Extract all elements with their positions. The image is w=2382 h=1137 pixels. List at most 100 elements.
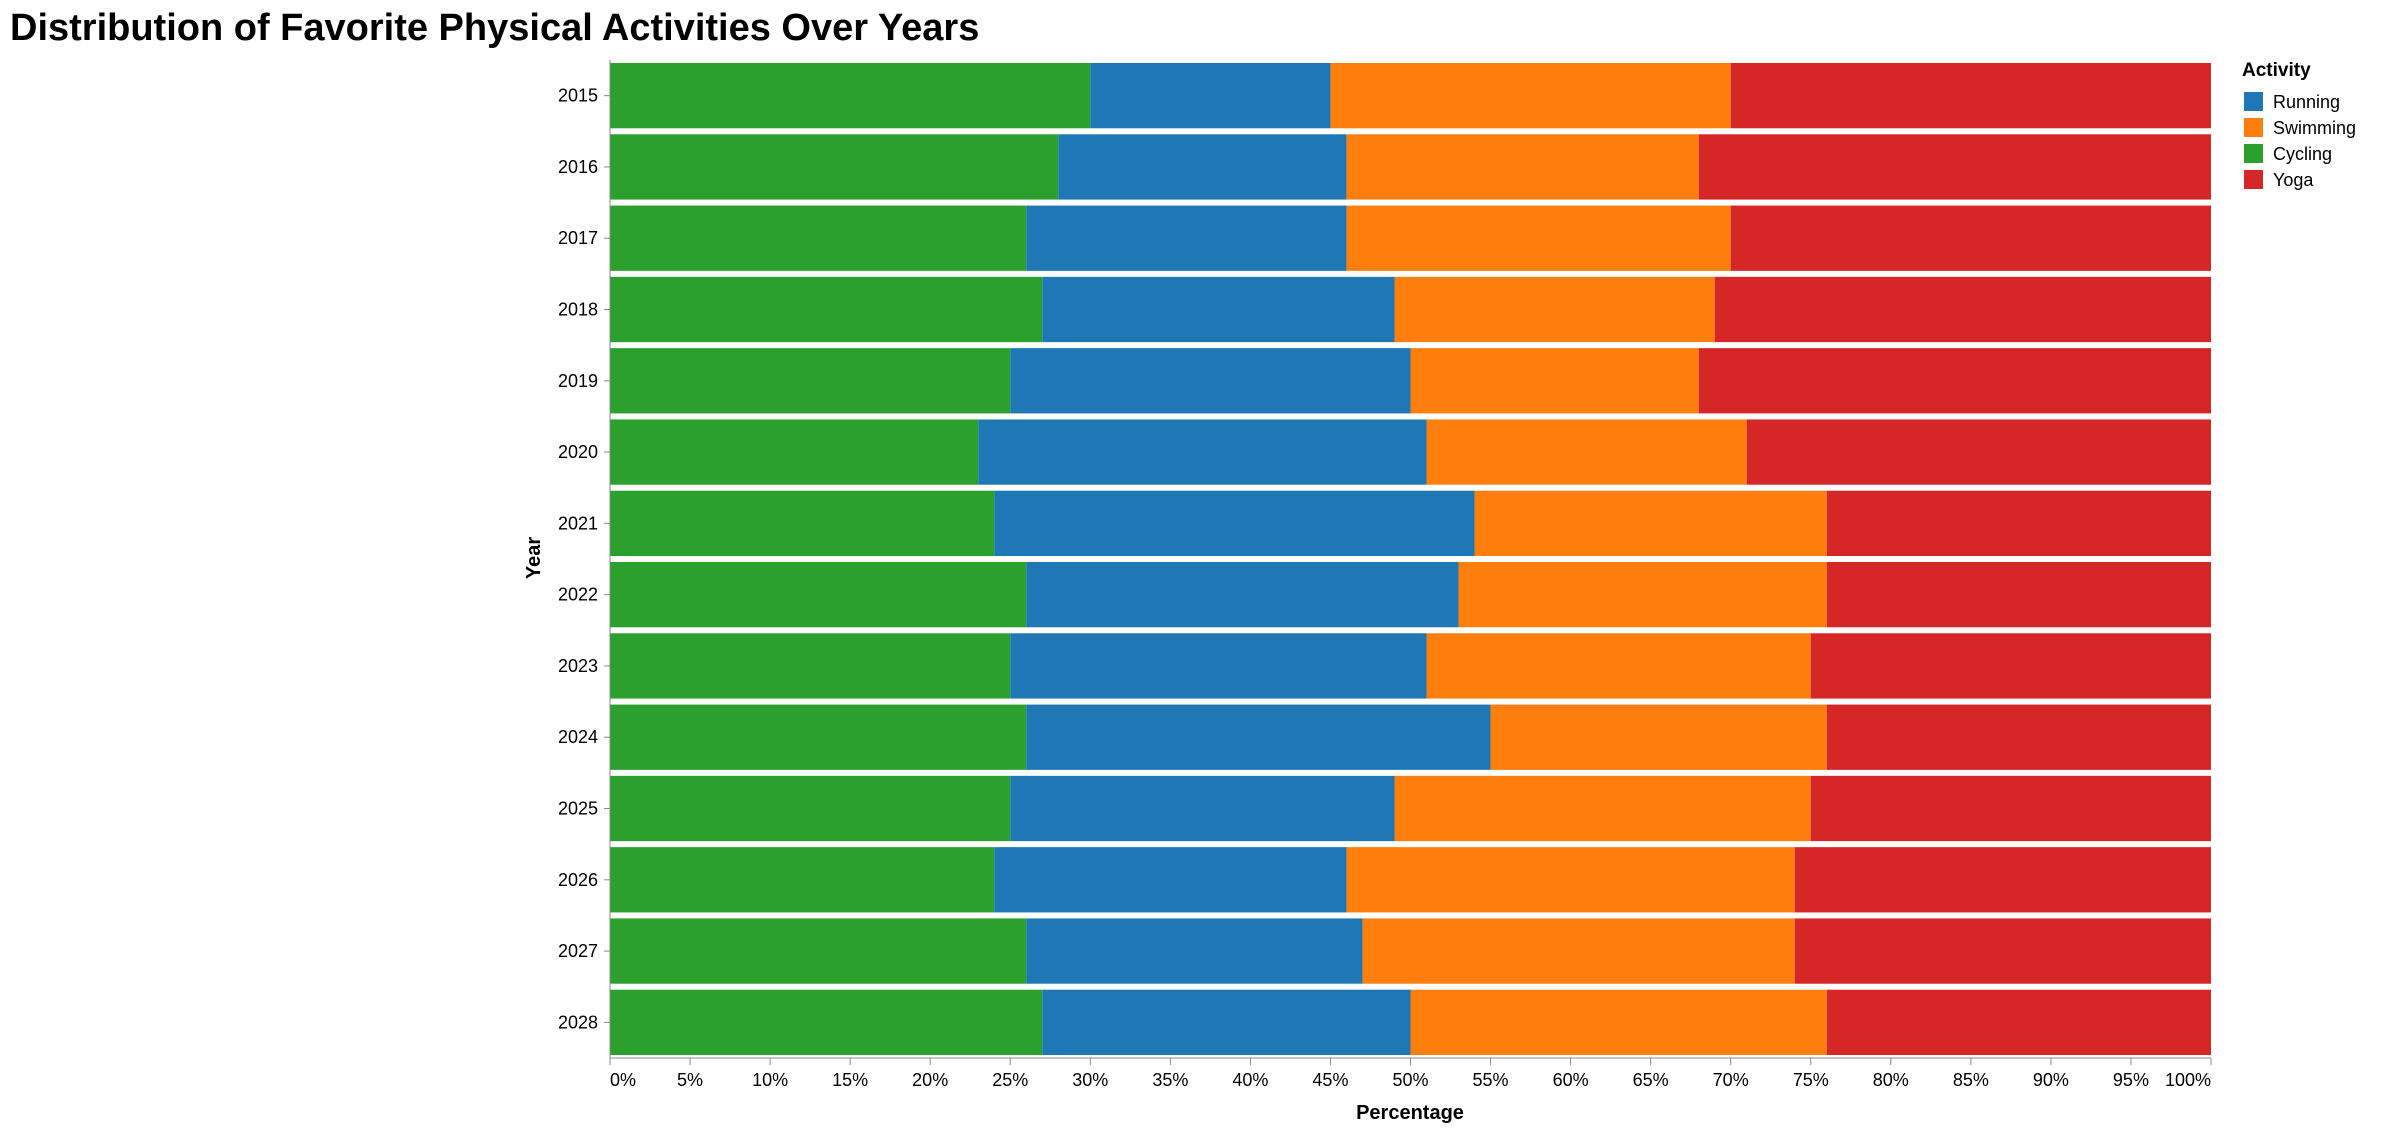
bar-yoga-2024 <box>1826 704 2211 770</box>
bar-running-2015 <box>1090 63 1331 129</box>
legend: Activity Running Swimming Cycling Yoga <box>2242 60 2356 190</box>
bar-cycling-2026 <box>610 847 995 913</box>
bar-running-2019 <box>1010 348 1411 414</box>
bar-swimming-2017 <box>1346 205 1731 271</box>
x-tick-label-15-: 15% <box>832 1070 868 1090</box>
bar-running-2024 <box>1026 704 1491 770</box>
y-axis: 2015 2016 2017 2018 2019 2020 2021 2022 2023 2024… <box>558 60 611 1058</box>
y-tick-label-2024: 2024 <box>558 727 598 747</box>
bar-yoga-2016 <box>1698 134 2211 200</box>
legend-label-yoga: Yoga <box>2273 170 2314 190</box>
bar-cycling-2028 <box>610 989 1043 1055</box>
x-tick-label-20-: 20% <box>912 1070 948 1090</box>
bar-yoga-2021 <box>1826 490 2211 556</box>
y-tick-label-2023: 2023 <box>558 656 598 676</box>
y-tick-label-2028: 2028 <box>558 1012 598 1032</box>
legend-items: Running Swimming Cycling Yoga <box>2244 92 2356 190</box>
bar-swimming-2022 <box>1458 562 1827 628</box>
bar-running-2021 <box>994 490 1475 556</box>
y-tick-label-2019: 2019 <box>558 371 598 391</box>
x-tick-label-0-: 0% <box>610 1070 636 1090</box>
bar-swimming-2024 <box>1490 704 1827 770</box>
bar-running-2018 <box>1042 276 1395 343</box>
bar-yoga-2025 <box>1810 775 2211 842</box>
x-tick-label-100-: 100% <box>2165 1070 2211 1090</box>
bar-cycling-2020 <box>610 419 979 485</box>
legend-title: Activity <box>2242 60 2311 81</box>
bar-yoga-2015 <box>1730 63 2211 129</box>
bar-yoga-2023 <box>1810 633 2211 699</box>
bar-running-2023 <box>1010 633 1427 699</box>
bar-cycling-2016 <box>610 134 1059 200</box>
y-tick-label-2016: 2016 <box>558 157 598 177</box>
bar-running-2027 <box>1026 918 1363 984</box>
legend-label-running: Running <box>2273 92 2340 112</box>
bar-yoga-2019 <box>1698 348 2211 414</box>
y-tick-label-2018: 2018 <box>558 300 598 320</box>
bar-yoga-2020 <box>1746 419 2211 485</box>
bar-running-2026 <box>994 847 1347 913</box>
x-tick-label-25-: 25% <box>992 1070 1028 1090</box>
bar-swimming-2028 <box>1410 989 1827 1055</box>
bar-swimming-2023 <box>1426 633 1811 699</box>
legend-swatch-yoga <box>2244 170 2263 189</box>
bar-running-2016 <box>1058 134 1347 200</box>
x-tick-label-80-: 80% <box>1873 1070 1909 1090</box>
x-tick-label-35-: 35% <box>1152 1070 1188 1090</box>
bar-cycling-2023 <box>610 633 1011 699</box>
x-tick-label-65-: 65% <box>1633 1070 1669 1090</box>
bar-yoga-2018 <box>1714 276 2211 343</box>
bar-swimming-2021 <box>1474 490 1827 556</box>
y-tick-label-2026: 2026 <box>558 870 598 890</box>
x-tick-label-90-: 90% <box>2033 1070 2069 1090</box>
bar-cycling-2021 <box>610 490 995 556</box>
x-tick-label-45-: 45% <box>1312 1070 1348 1090</box>
y-tick-label-2025: 2025 <box>558 799 598 819</box>
y-tick-label-2022: 2022 <box>558 585 598 605</box>
bar-running-2017 <box>1026 205 1347 271</box>
bar-cycling-2015 <box>610 63 1091 129</box>
x-tick-label-50-: 50% <box>1392 1070 1428 1090</box>
x-tick-label-60-: 60% <box>1553 1070 1589 1090</box>
bar-yoga-2027 <box>1794 918 2211 984</box>
bar-yoga-2028 <box>1826 989 2211 1055</box>
bar-swimming-2027 <box>1362 918 1795 984</box>
x-tick-label-40-: 40% <box>1232 1070 1268 1090</box>
bar-cycling-2027 <box>610 918 1027 984</box>
y-tick-label-2027: 2027 <box>558 941 598 961</box>
x-tick-label-30-: 30% <box>1072 1070 1108 1090</box>
x-axis-title: Percentage <box>1356 1102 1464 1124</box>
bar-cycling-2017 <box>610 205 1027 271</box>
y-tick-label-2015: 2015 <box>558 86 598 106</box>
legend-swatch-cycling <box>2244 144 2263 163</box>
x-tick-label-85-: 85% <box>1953 1070 1989 1090</box>
bar-yoga-2022 <box>1826 562 2211 628</box>
legend-swatch-running <box>2244 92 2263 111</box>
y-tick-label-2020: 2020 <box>558 442 598 462</box>
bar-cycling-2022 <box>610 562 1027 628</box>
x-tick-label-70-: 70% <box>1713 1070 1749 1090</box>
bar-running-2020 <box>978 419 1427 485</box>
x-tick-label-5-: 5% <box>677 1070 703 1090</box>
x-tick-label-75-: 75% <box>1793 1070 1829 1090</box>
y-axis-title: Year <box>523 537 545 579</box>
x-tick-label-10-: 10% <box>752 1070 788 1090</box>
bar-running-2025 <box>1010 775 1395 842</box>
bar-swimming-2025 <box>1394 775 1811 842</box>
y-tick-label-2021: 2021 <box>558 513 598 533</box>
bar-yoga-2026 <box>1794 847 2211 913</box>
bar-running-2028 <box>1042 989 1411 1055</box>
y-tick-label-2017: 2017 <box>558 228 598 248</box>
legend-label-swimming: Swimming <box>2273 118 2356 138</box>
legend-swatch-swimming <box>2244 118 2263 137</box>
bar-cycling-2024 <box>610 704 1027 770</box>
chart-title: Distribution of Favorite Physical Activi… <box>10 7 979 49</box>
bar-cycling-2019 <box>610 348 1011 414</box>
bar-swimming-2019 <box>1410 348 1699 414</box>
bar-swimming-2020 <box>1426 419 1747 485</box>
bar-cycling-2025 <box>610 775 1011 842</box>
x-tick-label-95-: 95% <box>2113 1070 2149 1090</box>
bar-swimming-2016 <box>1346 134 1699 200</box>
